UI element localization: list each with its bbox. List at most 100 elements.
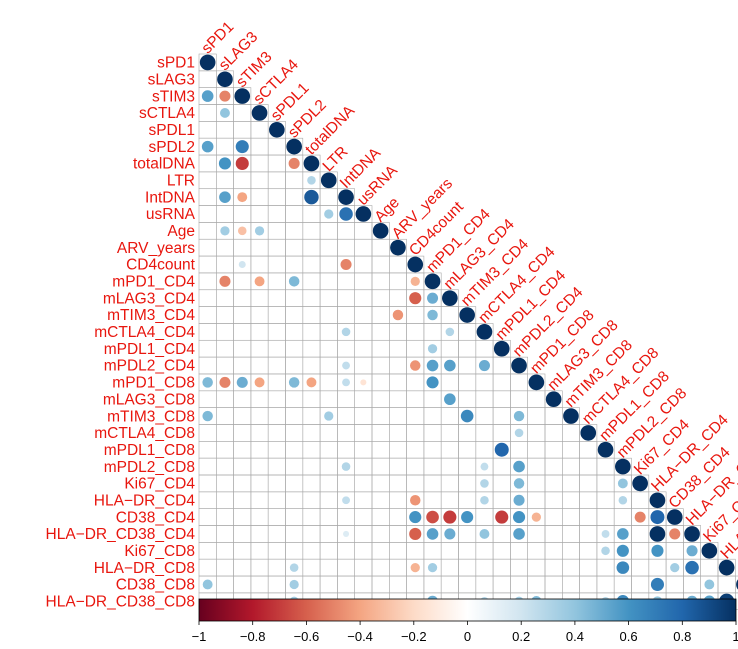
grid-cell	[354, 575, 373, 594]
correlation-circle	[409, 527, 422, 540]
colorbar-tick-label: 0.6	[620, 629, 638, 644]
grid-cell	[198, 272, 217, 291]
grid-cell	[198, 255, 217, 274]
correlation-circle	[269, 121, 285, 138]
grid-cell	[406, 474, 425, 493]
grid-cell	[458, 575, 477, 594]
grid-cell	[406, 575, 425, 594]
grid-cell	[440, 306, 459, 324]
grid-cell	[561, 558, 580, 577]
grid-cell	[475, 558, 494, 577]
correlation-circle	[459, 307, 475, 323]
correlation-circle	[390, 239, 406, 256]
grid-cell	[250, 205, 269, 223]
grid-cell	[458, 542, 477, 560]
grid-cell	[250, 491, 269, 509]
grid-cell	[371, 407, 390, 425]
grid-cell	[492, 558, 511, 577]
grid-cell	[302, 306, 321, 324]
grid-cell	[250, 525, 269, 543]
correlation-circle	[669, 528, 681, 540]
grid-cell	[388, 525, 407, 543]
grid-cell	[544, 558, 563, 577]
grid-cell	[250, 339, 269, 358]
correlation-circle	[460, 409, 474, 423]
colorbar-tick-label: −0.8	[240, 629, 266, 644]
grid-cell	[388, 575, 407, 594]
grid-cell	[354, 441, 373, 459]
grid-cell	[475, 424, 494, 442]
grid-cell	[388, 272, 407, 291]
grid-cell	[354, 474, 373, 493]
row-label: totalDNA	[133, 156, 196, 173]
correlation-circle	[479, 528, 490, 539]
grid-cell	[544, 575, 563, 594]
correlation-circle	[251, 105, 268, 121]
correlation-circle	[616, 561, 630, 574]
grid-cell	[440, 339, 459, 358]
correlation-circle	[478, 360, 490, 372]
grid-cell	[302, 441, 321, 459]
grid-cell	[267, 424, 286, 442]
correlation-circle	[236, 376, 248, 388]
grid-cell	[683, 575, 702, 594]
grid-cell	[319, 558, 338, 577]
grid-cell	[267, 205, 286, 223]
grid-cell	[285, 390, 304, 408]
grid-cell	[285, 525, 304, 543]
colorbar-tick-label: −1	[192, 629, 207, 644]
grid-cell	[216, 542, 234, 560]
correlation-circle	[341, 327, 351, 337]
grid-cell	[717, 575, 736, 594]
correlation-circle	[495, 510, 509, 524]
grid-cell	[423, 390, 442, 408]
grid-cell	[250, 255, 269, 274]
row-label: mCTLA4_CD4	[94, 324, 195, 341]
grid-cell	[665, 575, 684, 594]
correlation-circle	[202, 410, 213, 422]
colorbar-tick-label: 0.8	[673, 629, 691, 644]
grid-cell	[458, 474, 477, 493]
grid-cell	[198, 542, 217, 560]
grid-cell	[233, 542, 252, 560]
grid-cell	[250, 441, 269, 459]
grid-cell	[250, 508, 269, 526]
grid-cell	[267, 508, 286, 526]
grid-cell	[250, 390, 269, 408]
grid-cell	[371, 390, 390, 408]
grid-cell	[579, 457, 598, 476]
grid-cell	[388, 323, 407, 341]
grid-cell	[302, 491, 321, 509]
grid-cell	[371, 525, 390, 543]
grid-cell	[510, 373, 528, 392]
grid-cell	[388, 424, 407, 442]
correlation-circle	[513, 494, 525, 506]
correlation-circle	[339, 207, 353, 221]
correlation-circle	[444, 359, 456, 372]
correlation-circle	[442, 290, 458, 306]
grid-cell	[337, 558, 355, 577]
row-label: mCTLA4_CD8	[94, 425, 195, 442]
grid-cell	[371, 491, 390, 509]
grid-cell	[337, 339, 355, 358]
grid-cell	[631, 558, 650, 577]
grid-cell	[267, 356, 286, 375]
grid-cell	[319, 323, 338, 341]
correlation-circle	[701, 542, 718, 559]
grid-cell	[250, 457, 269, 476]
grid-cell	[233, 339, 252, 358]
grid-cell	[527, 525, 546, 543]
correlation-circle	[514, 428, 524, 438]
correlation-circle	[219, 191, 231, 203]
grid-cell	[250, 289, 269, 307]
grid-cell	[198, 525, 217, 543]
grid-cell	[267, 188, 286, 206]
grid-cell	[285, 441, 304, 459]
grid-cell	[250, 407, 269, 425]
colorbar: −1 −0.8 −0.6 −0.4 −0.2 0 0.2 0.4 0.6 0.8 1	[192, 598, 738, 644]
correlation-circle	[426, 510, 439, 524]
correlation-circle	[324, 209, 334, 219]
grid-cell	[354, 222, 373, 240]
grid-cell	[354, 306, 373, 324]
grid-cell	[302, 255, 321, 274]
